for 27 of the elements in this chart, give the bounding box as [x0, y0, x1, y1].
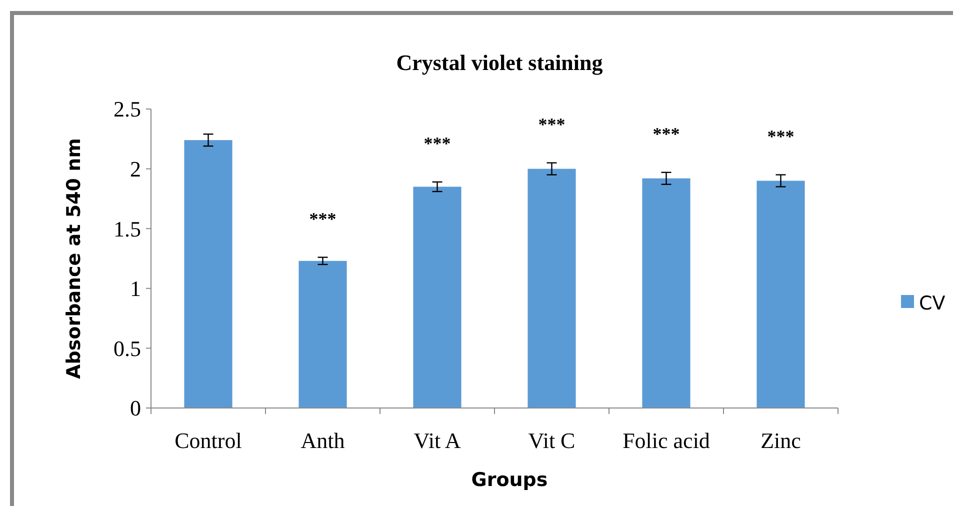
annotation: *** — [652, 124, 680, 144]
bar — [298, 260, 347, 408]
x-tick-label: Zinc — [760, 428, 802, 453]
x-axis-title: Groups — [471, 469, 548, 491]
x-tick-label: Vit A — [414, 428, 461, 453]
bar — [642, 178, 690, 408]
bar — [413, 186, 462, 408]
annotation: *** — [538, 114, 566, 134]
y-tick-label: 1.5 — [114, 216, 141, 242]
y-axis-title: Absorbance at 540 nm — [63, 138, 85, 379]
bar — [184, 140, 232, 408]
x-tick-label: Folic acid — [622, 428, 710, 453]
x-tick-label: Control — [174, 428, 242, 453]
y-tick-label: 2.5 — [114, 96, 141, 122]
y-tick-label: 0.5 — [114, 336, 141, 361]
y-tick-label: 2 — [130, 156, 141, 182]
x-tick-label: Vit C — [528, 428, 576, 453]
bar — [756, 180, 805, 408]
bar — [528, 168, 576, 408]
chart-title: Crystal violet staining — [396, 50, 603, 75]
x-tick-label: Anth — [300, 428, 345, 453]
annotation: *** — [767, 126, 794, 146]
annotation: *** — [424, 134, 451, 154]
y-tick-label: 0 — [130, 396, 141, 421]
y-tick-label: 1 — [130, 276, 141, 302]
legend-label: CV — [919, 292, 946, 315]
annotation: *** — [309, 208, 336, 229]
